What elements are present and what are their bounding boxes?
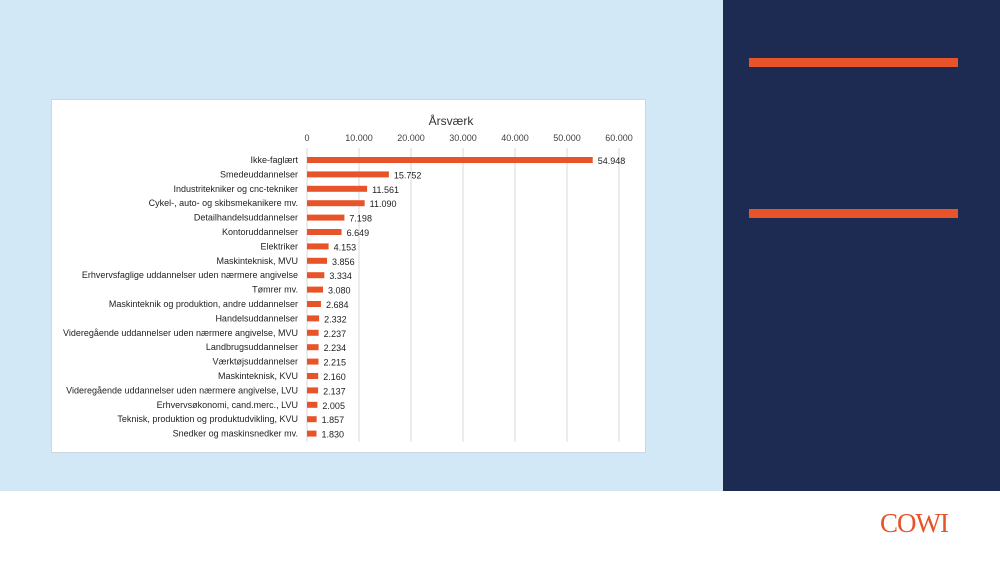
data-label: 2.160 bbox=[323, 372, 346, 382]
data-label: 11.090 bbox=[370, 199, 397, 209]
category-label: Maskinteknisk, KVU bbox=[218, 371, 298, 381]
data-label: 6.649 bbox=[347, 228, 370, 238]
accent-bar-top bbox=[749, 58, 958, 67]
chart-container: Årsværk 0 10.000 20.000 30.000 40.000 50.000 6… bbox=[51, 99, 646, 453]
bar bbox=[307, 257, 328, 264]
bar bbox=[307, 200, 365, 207]
data-label: 2.332 bbox=[324, 314, 347, 324]
data-label: 3.856 bbox=[332, 257, 355, 267]
category-label: Maskinteknisk, MVU bbox=[216, 256, 298, 266]
x-tick-label: 0 bbox=[304, 133, 309, 143]
x-tick-label: 60.000 bbox=[605, 133, 633, 143]
bar-chart: Årsværk 0 10.000 20.000 30.000 40.000 50.000 6… bbox=[63, 113, 633, 442]
data-label: 2.215 bbox=[324, 358, 347, 368]
accent-bar-middle bbox=[749, 209, 958, 218]
category-label: Detailhandelsuddannelser bbox=[194, 213, 298, 223]
bar bbox=[307, 401, 318, 408]
data-label: 3.080 bbox=[328, 286, 351, 296]
bar bbox=[307, 329, 319, 336]
bar bbox=[307, 301, 321, 307]
category-label: Maskinteknik og produktion, andre uddann… bbox=[109, 299, 298, 309]
bar bbox=[307, 358, 319, 365]
bar bbox=[307, 430, 317, 437]
slide-sidebar-navy bbox=[723, 0, 1000, 491]
data-label: 3.334 bbox=[329, 271, 352, 281]
category-label: Elektriker bbox=[260, 241, 298, 251]
category-label: Erhvervsfaglige uddannelser uden nærmere… bbox=[82, 270, 298, 280]
data-label: 4.153 bbox=[334, 242, 357, 252]
bar bbox=[307, 272, 325, 279]
category-label: Tømrer mv. bbox=[252, 285, 298, 295]
data-label: 1.857 bbox=[322, 415, 345, 425]
data-label: 15.752 bbox=[394, 170, 422, 180]
category-label: Teknisk, produktion og produktudvikling,… bbox=[117, 414, 298, 424]
data-label: 2.684 bbox=[326, 300, 349, 310]
category-label: Landbrugsuddannelser bbox=[206, 342, 298, 352]
bar bbox=[307, 416, 317, 423]
data-label: 11.561 bbox=[372, 185, 399, 195]
bar bbox=[307, 373, 319, 379]
bar bbox=[307, 229, 342, 235]
x-tick-label: 20.000 bbox=[397, 133, 425, 143]
category-label: Cykel-, auto- og skibsmekanikere mv. bbox=[149, 198, 298, 208]
data-label: 7.198 bbox=[349, 214, 372, 224]
bar bbox=[307, 243, 329, 250]
category-label: Værktøjsuddannelser bbox=[212, 357, 298, 367]
data-label: 2.137 bbox=[323, 386, 346, 396]
bar bbox=[307, 315, 320, 322]
category-label: Videregående uddannelser uden nærmere an… bbox=[66, 385, 298, 395]
x-tick-label: 40.000 bbox=[501, 133, 529, 143]
category-label: Kontoruddannelser bbox=[222, 227, 298, 237]
bar bbox=[307, 344, 319, 351]
bar bbox=[307, 286, 324, 293]
data-label: 54.948 bbox=[598, 156, 626, 166]
x-tick-label: 10.000 bbox=[345, 133, 373, 143]
bar bbox=[307, 171, 389, 178]
category-label: Ikke-faglært bbox=[250, 155, 298, 165]
data-label: 2.005 bbox=[322, 401, 345, 411]
category-label: Industritekniker og cnc-tekniker bbox=[173, 184, 298, 194]
bar bbox=[307, 157, 593, 163]
x-tick-label: 50.000 bbox=[553, 133, 581, 143]
category-label: Snedker og maskinsnedker mv. bbox=[173, 429, 298, 439]
bar bbox=[307, 185, 368, 192]
x-tick-label: 30.000 bbox=[449, 133, 477, 143]
bar bbox=[307, 214, 345, 221]
category-label: Handelsuddannelser bbox=[215, 313, 298, 323]
category-label: Smedeuddannelser bbox=[220, 169, 298, 179]
chart-title: Årsværk bbox=[429, 113, 475, 128]
data-label: 2.234 bbox=[324, 343, 347, 353]
category-label: Erhvervsøkonomi, cand.merc., LVU bbox=[157, 400, 298, 410]
data-label: 2.237 bbox=[324, 329, 347, 339]
cowi-logo: COWI bbox=[880, 508, 949, 538]
bar bbox=[307, 387, 319, 394]
data-label: 1.830 bbox=[322, 430, 345, 440]
category-label: Videregående uddannelser uden nærmere an… bbox=[63, 328, 298, 338]
